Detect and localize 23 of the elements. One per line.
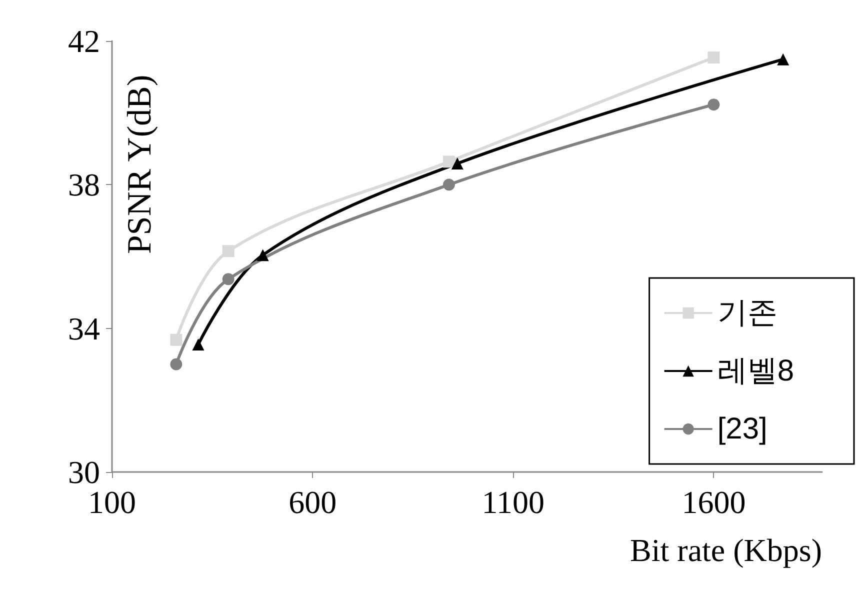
y-tick-label: 42 [68, 23, 100, 59]
x-tick-label: 1100 [482, 484, 545, 520]
legend-label: [23] [717, 412, 768, 446]
point [777, 53, 790, 66]
x-tick-label: 600 [288, 484, 337, 520]
point [170, 358, 182, 370]
legend-label: 기존 [717, 296, 778, 330]
point [256, 249, 269, 262]
x-axis-title: Bit rate (Kbps) [630, 532, 822, 568]
x-tick-label: 1600 [682, 484, 746, 520]
point [708, 52, 720, 64]
y-axis-title: PSNR Y(dB) [122, 74, 158, 254]
y-tick-label: 34 [68, 310, 100, 346]
point [222, 273, 234, 286]
point [222, 245, 234, 258]
point [192, 338, 204, 350]
point [708, 98, 720, 111]
point [442, 178, 455, 191]
point [451, 157, 464, 170]
point [442, 156, 455, 168]
point [170, 334, 182, 346]
y-tick-label: 38 [68, 166, 100, 203]
legend-label: 레벨8 [717, 354, 794, 388]
